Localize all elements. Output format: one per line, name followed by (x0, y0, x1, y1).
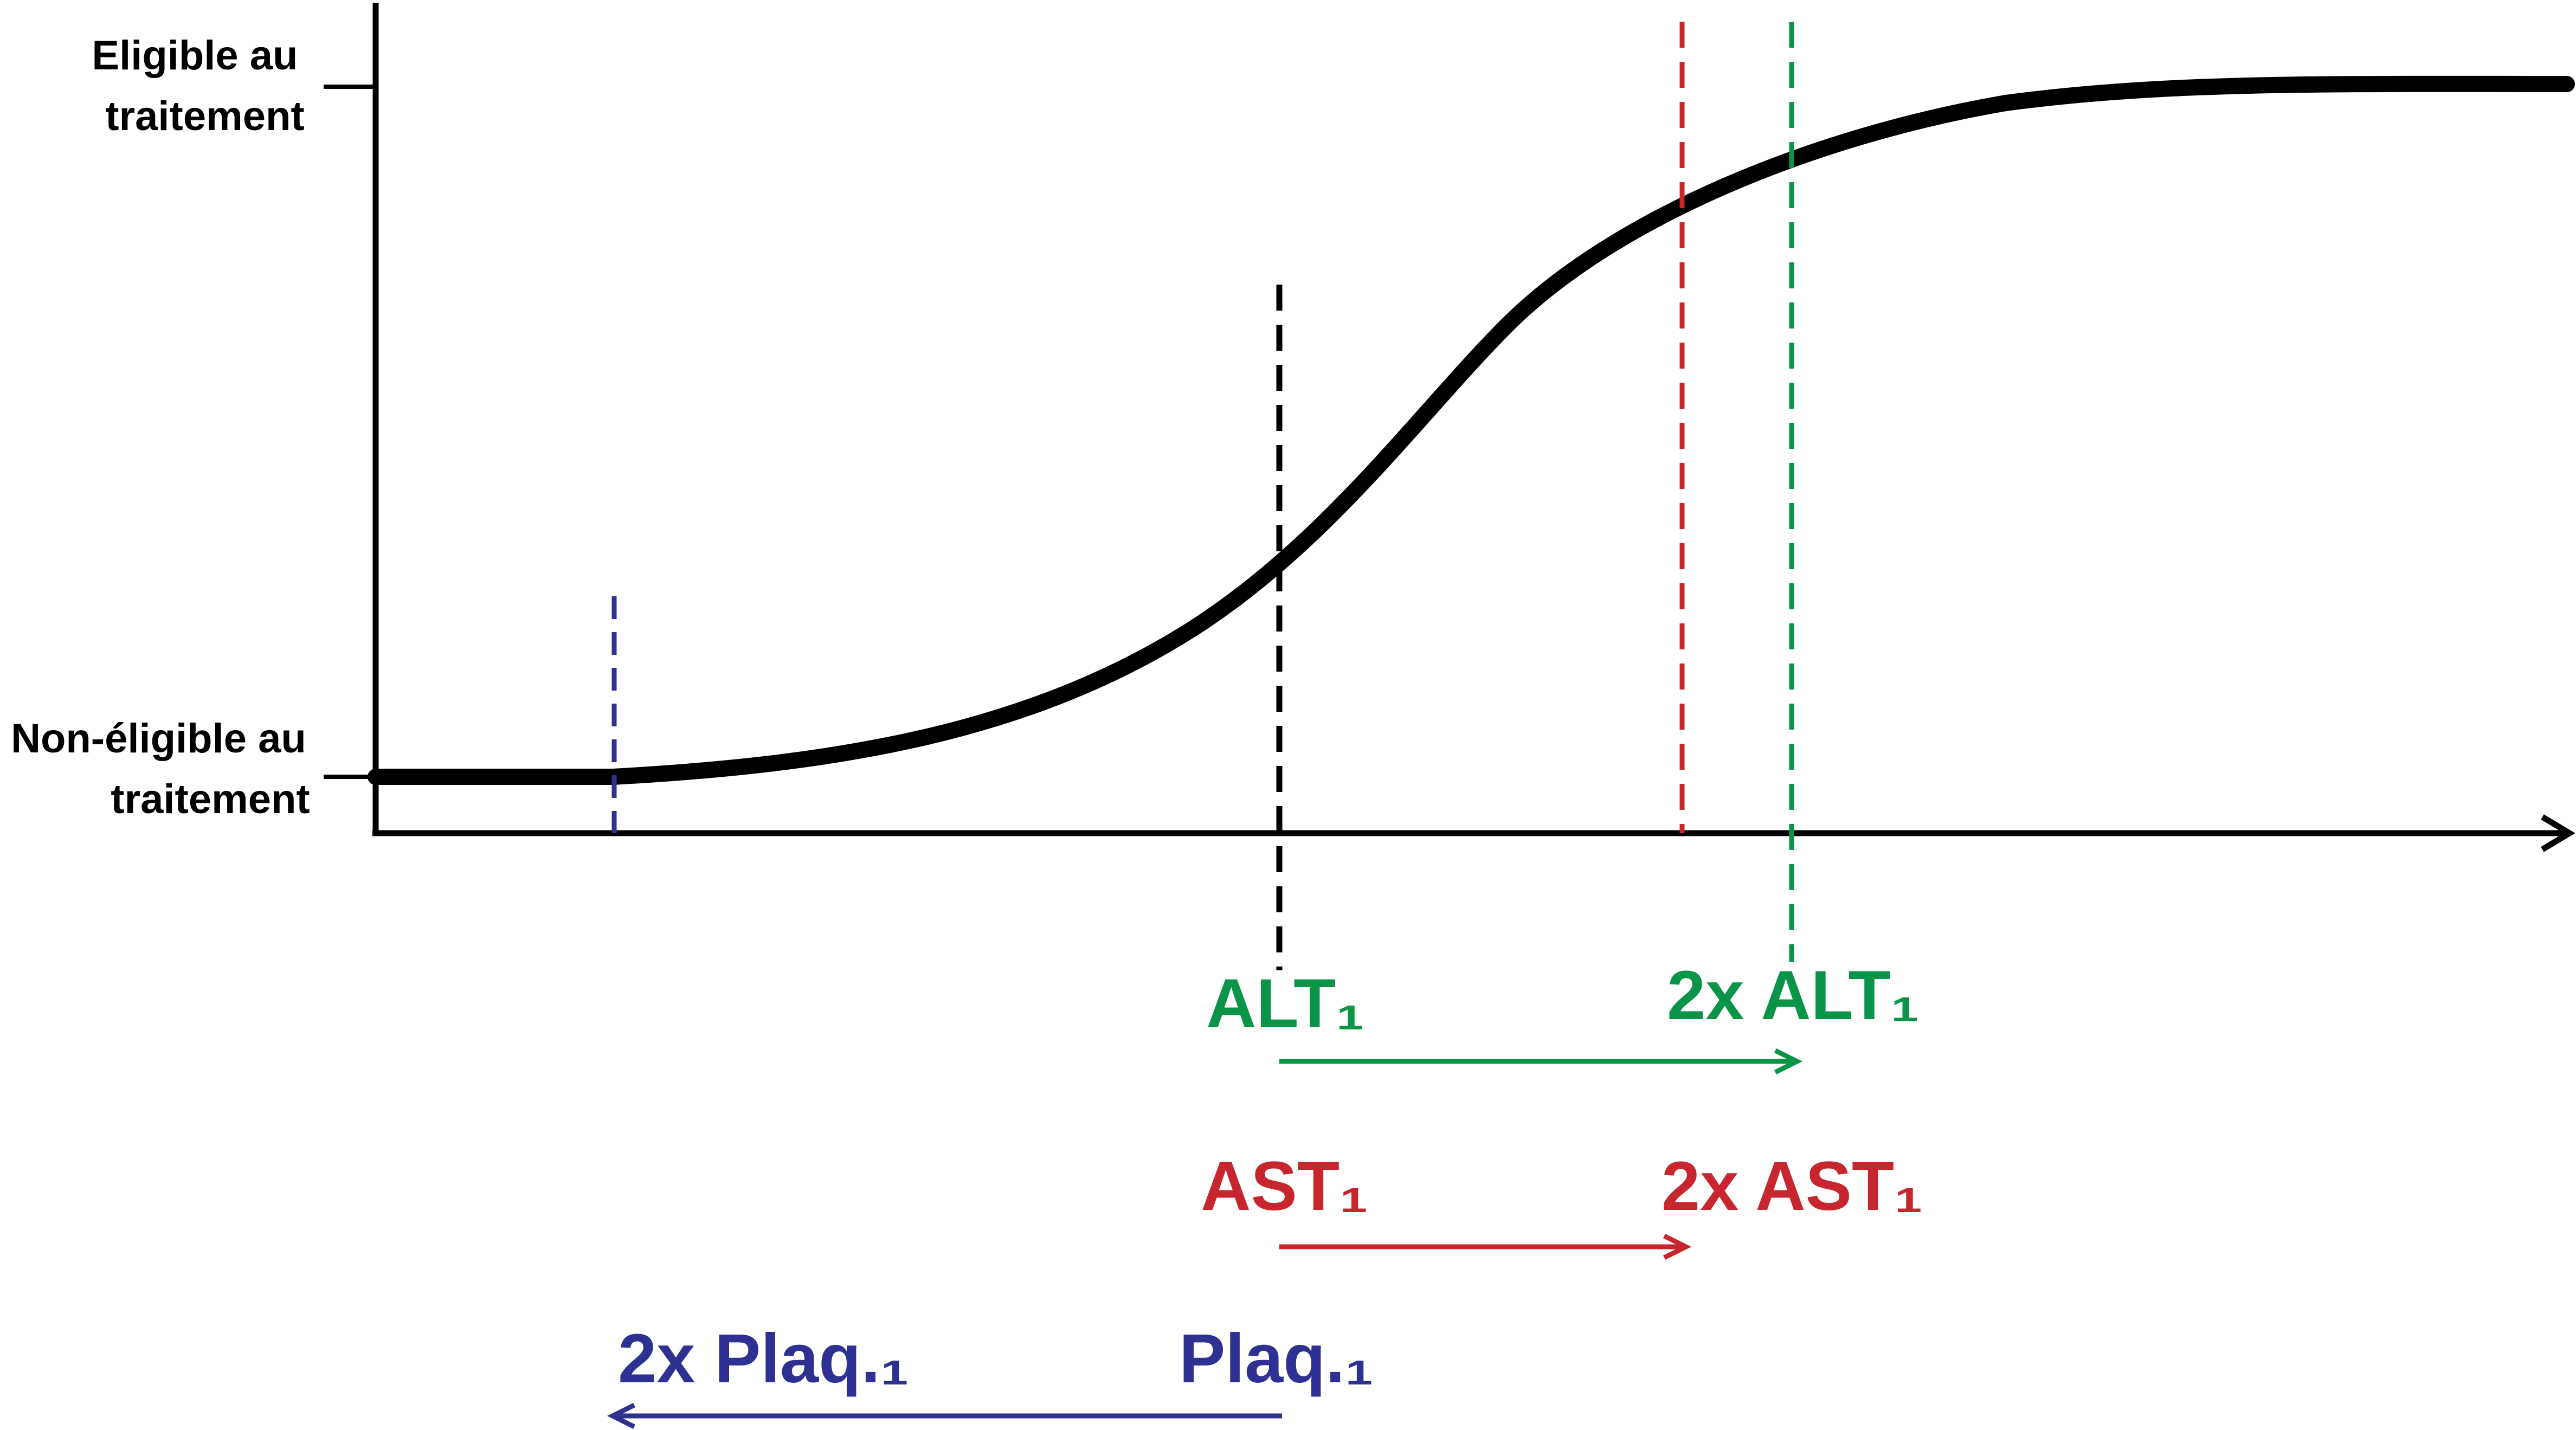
plaq-arrowhead (607, 1402, 636, 1429)
alt-start-label: ALT₁ (1206, 965, 1364, 1042)
ast-end-label: 2x AST₁ (1661, 1148, 1923, 1225)
eligibility-curve (368, 75, 2575, 785)
x-axis-arrowhead (2541, 814, 2575, 852)
ast-start-label: AST₁ (1201, 1148, 1368, 1225)
alt-end-label: 2x ALT₁ (1667, 957, 1919, 1034)
label-non-eligible-line2: traitement (111, 776, 310, 822)
plaq-end-label: 2x Plaq.₁ (618, 1320, 909, 1397)
label-eligible: Eligible au traitement (92, 33, 309, 139)
alt-arrowhead (1774, 1048, 1803, 1075)
label-eligible-line1: Eligible au (92, 33, 298, 79)
label-non-eligible-line1: Non-éligible au (11, 716, 306, 762)
ast-arrowhead (1663, 1233, 1692, 1260)
label-eligible-line2: traitement (105, 93, 304, 139)
label-non-eligible: Non-éligible au traitement (11, 716, 318, 822)
plaq-start-label: Plaq.₁ (1179, 1320, 1374, 1397)
